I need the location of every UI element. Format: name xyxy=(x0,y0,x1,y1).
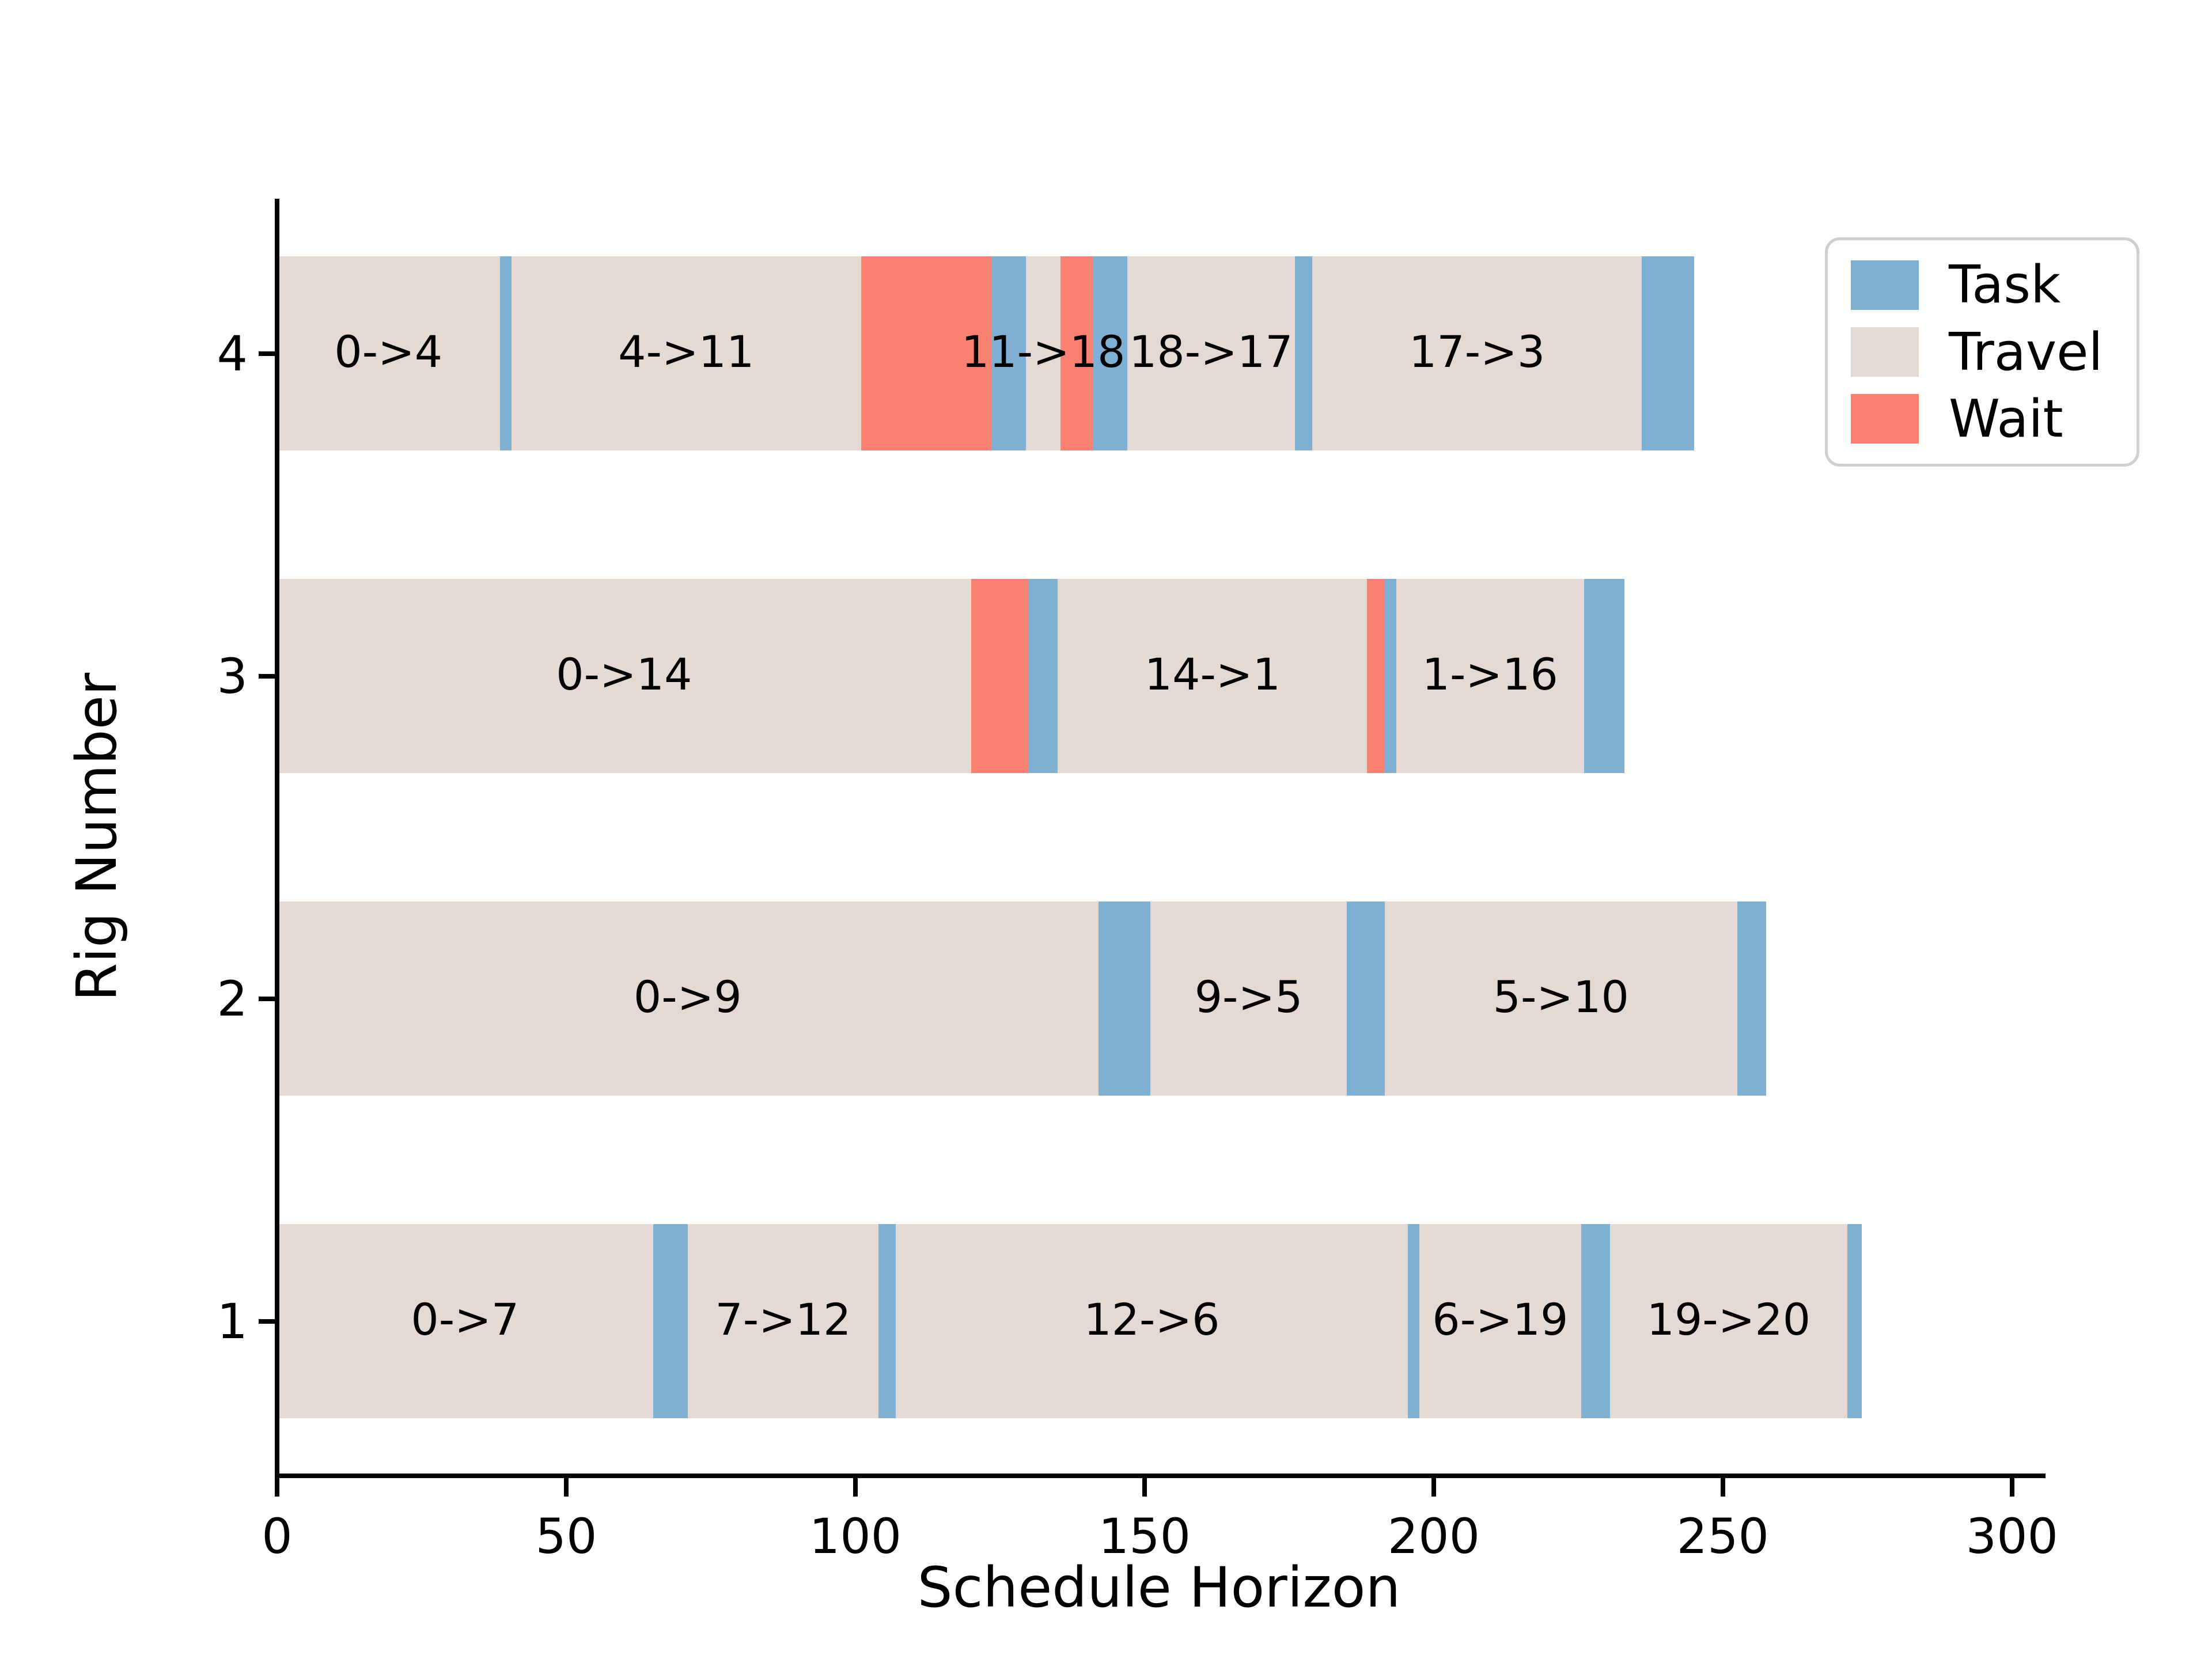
travel-segment: 12->6 xyxy=(896,1224,1408,1418)
task-segment xyxy=(653,1224,688,1418)
travel-segment-label: 1->16 xyxy=(1422,648,1558,700)
travel-segment-label: 5->10 xyxy=(1493,971,1629,1022)
travel-segment: 14->1 xyxy=(1058,579,1368,773)
wait-segment xyxy=(861,256,991,450)
wait-segment xyxy=(1367,579,1385,773)
travel-segment: 11->18 xyxy=(961,256,1125,450)
rig-row-3: 0->14 14->1 1->16 xyxy=(277,579,2041,773)
x-tick-mark xyxy=(1142,1478,1147,1497)
travel-segment: 18->17 xyxy=(1127,256,1295,450)
travel-segment: 0->14 xyxy=(277,579,971,773)
wait-segment xyxy=(1060,256,1093,450)
y-tick-label: 3 xyxy=(217,647,248,704)
task-segment xyxy=(1384,579,1396,773)
travel-segment-label: 18->17 xyxy=(1129,325,1293,377)
travel-segment: 0->7 xyxy=(277,1224,653,1418)
travel-segment-label: 7->12 xyxy=(715,1293,851,1345)
legend-label: Wait xyxy=(1949,388,2063,449)
y-tick-mark xyxy=(259,351,277,356)
travel-segment-label: 19->20 xyxy=(1646,1293,1811,1345)
y-tick-label: 2 xyxy=(217,970,248,1027)
travel-segment: 7->12 xyxy=(687,1224,879,1418)
x-tick-label: 300 xyxy=(1965,1508,2058,1565)
task-segment xyxy=(991,256,1027,450)
y-tick-mark xyxy=(259,673,277,679)
x-tick-label: 250 xyxy=(1676,1508,1769,1565)
travel-segment: 19->20 xyxy=(1610,1224,1847,1418)
task-segment xyxy=(1347,902,1385,1096)
travel-segment: 17->3 xyxy=(1312,256,1642,450)
task-segment xyxy=(1581,1224,1611,1418)
task-segment xyxy=(1584,579,1625,773)
x-tick-mark xyxy=(1720,1478,1725,1497)
rig-row-4: 0->4 4->11 11->18 18->17 17->3 xyxy=(277,256,2041,450)
rig-row-1: 0->7 7->12 12->6 6->19 19->20 xyxy=(277,1224,2041,1418)
x-tick-label: 50 xyxy=(535,1508,597,1565)
travel-color-swatch xyxy=(1851,327,1919,377)
task-segment xyxy=(1737,902,1767,1096)
x-axis-title: Schedule Horizon xyxy=(917,1555,1401,1620)
travel-segment-label: 9->5 xyxy=(1194,971,1303,1022)
task-color-swatch xyxy=(1851,260,1919,310)
plot-area: 0->4 4->11 11->18 18->17 17->3 0->14 14->1 1->1… xyxy=(277,199,2041,1476)
rig-row-2: 0->9 9->5 5->10 xyxy=(277,902,2041,1096)
travel-segment-label: 0->4 xyxy=(334,325,443,377)
y-axis-spine xyxy=(275,199,279,1478)
task-segment xyxy=(1407,1224,1419,1418)
travel-segment-label: 11->18 xyxy=(961,325,1126,377)
y-axis-title: Rig Number xyxy=(65,672,129,1002)
task-segment xyxy=(1092,256,1127,450)
task-segment xyxy=(1847,1224,1862,1418)
travel-segment-label: 0->9 xyxy=(633,971,742,1022)
task-segment xyxy=(1098,902,1150,1096)
x-tick-mark xyxy=(2009,1478,2014,1497)
x-tick-label: 0 xyxy=(262,1508,293,1565)
task-segment xyxy=(878,1224,896,1418)
travel-segment-label: 0->7 xyxy=(411,1293,520,1345)
travel-segment-label: 6->19 xyxy=(1432,1293,1569,1345)
wait-segment xyxy=(971,579,1029,773)
travel-segment: 9->5 xyxy=(1150,902,1347,1096)
y-tick-mark xyxy=(259,996,277,1001)
task-segment xyxy=(1642,256,1694,450)
x-tick-label: 150 xyxy=(1098,1508,1191,1565)
task-segment xyxy=(1294,256,1313,450)
y-tick-label: 1 xyxy=(217,1293,248,1350)
wait-color-swatch xyxy=(1851,394,1919,444)
travel-segment: 0->4 xyxy=(277,256,500,450)
y-tick-label: 4 xyxy=(217,325,248,382)
task-segment xyxy=(1029,579,1058,773)
travel-segment-label: 14->1 xyxy=(1144,648,1281,700)
legend-label: Travel xyxy=(1949,321,2103,382)
x-tick-mark xyxy=(853,1478,858,1497)
y-tick-mark xyxy=(259,1319,277,1324)
legend: Task Travel Wait xyxy=(1825,237,2139,467)
travel-segment-label: 17->3 xyxy=(1409,325,1546,377)
travel-segment: 5->10 xyxy=(1384,902,1737,1096)
travel-segment: 6->19 xyxy=(1419,1224,1581,1418)
travel-segment-label: 12->6 xyxy=(1084,1293,1220,1345)
legend-item-travel: Travel xyxy=(1851,322,2113,382)
x-axis-spine xyxy=(275,1474,2046,1478)
travel-segment: 1->16 xyxy=(1396,579,1584,773)
travel-segment-label: 4->11 xyxy=(618,325,755,377)
travel-segment-label: 0->14 xyxy=(556,648,692,700)
travel-segment: 4->11 xyxy=(511,256,861,450)
travel-segment: 0->9 xyxy=(277,902,1099,1096)
x-tick-label: 100 xyxy=(809,1508,902,1565)
legend-item-task: Task xyxy=(1851,255,2113,315)
x-tick-label: 200 xyxy=(1387,1508,1480,1565)
legend-label: Task xyxy=(1949,255,2061,316)
x-tick-mark xyxy=(1431,1478,1436,1497)
legend-item-wait: Wait xyxy=(1851,389,2113,449)
task-segment xyxy=(499,256,512,450)
x-tick-mark xyxy=(563,1478,569,1497)
x-tick-mark xyxy=(275,1478,279,1497)
